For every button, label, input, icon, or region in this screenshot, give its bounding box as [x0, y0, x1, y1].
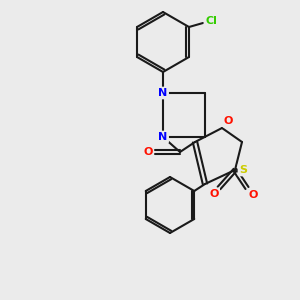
Text: O: O: [209, 189, 219, 199]
Text: N: N: [158, 132, 168, 142]
Text: O: O: [248, 190, 258, 200]
Text: O: O: [143, 147, 153, 157]
Text: Cl: Cl: [205, 16, 217, 26]
Text: N: N: [158, 88, 168, 98]
Text: S: S: [239, 165, 247, 175]
Text: O: O: [223, 116, 233, 126]
